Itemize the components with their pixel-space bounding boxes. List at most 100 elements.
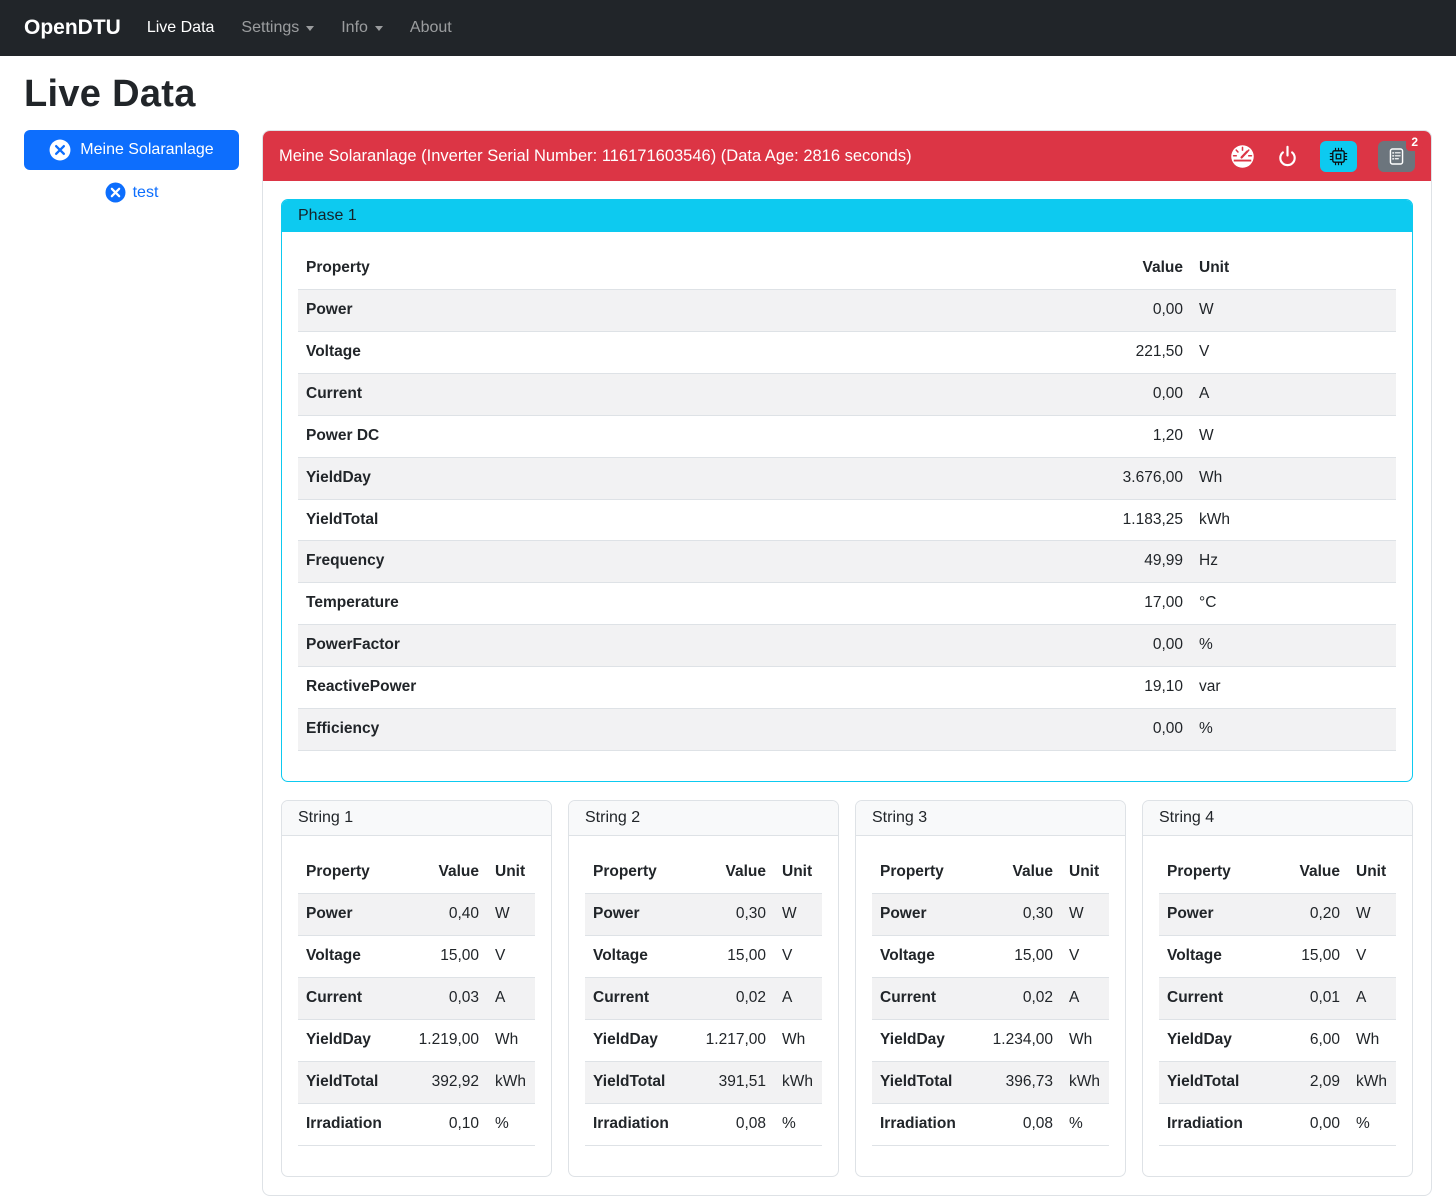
table-row: Irradiation 0,08 % [872, 1103, 1109, 1146]
cpu-info-button[interactable] [1320, 140, 1357, 172]
unit-cell: Wh [1348, 1019, 1396, 1062]
property-cell: Current [1159, 977, 1260, 1020]
event-log-button[interactable]: 2 [1378, 132, 1423, 172]
table-row: Irradiation 0,00 % [1159, 1103, 1396, 1146]
table-row: Voltage 15,00 V [872, 935, 1109, 978]
col-value: Value [973, 852, 1061, 894]
phase-table: Property Value Unit Power 0,00 [298, 248, 1396, 752]
table-row: Current 0,00 A [298, 373, 1396, 416]
table-row: Voltage 15,00 V [298, 935, 535, 978]
property-cell: Irradiation [298, 1103, 399, 1146]
value-cell: 15,00 [686, 935, 774, 978]
table-row: Voltage 15,00 V [585, 935, 822, 978]
property-cell: Irradiation [1159, 1103, 1260, 1146]
property-cell: Irradiation [872, 1103, 973, 1146]
property-cell: Frequency [298, 540, 1061, 584]
inverter-card: Meine Solaranlage (Inverter Serial Numbe… [262, 130, 1432, 1196]
table-row: PowerFactor 0,00 % [298, 624, 1396, 668]
property-cell: Power [298, 289, 1061, 332]
table-row: Power 0,20 W [1159, 893, 1396, 936]
table-row: Efficiency 0,00 % [298, 708, 1396, 752]
unit-cell: V [774, 935, 822, 978]
table-row: Power 0,40 W [298, 893, 535, 936]
value-cell: 0,00 [1061, 708, 1191, 752]
power-icon[interactable] [1276, 145, 1299, 168]
unit-cell: W [1191, 415, 1396, 458]
property-cell: Voltage [872, 935, 973, 978]
value-cell: 1.219,00 [399, 1019, 487, 1062]
value-cell: 0,08 [686, 1103, 774, 1146]
cpu-icon [1329, 147, 1348, 166]
property-cell: YieldDay [1159, 1019, 1260, 1062]
unit-cell: Wh [1191, 457, 1396, 500]
top-navbar: OpenDTU Live Data Settings Info About [0, 0, 1456, 56]
chevron-down-icon [374, 25, 383, 31]
table-row: YieldTotal 391,51 kWh [585, 1061, 822, 1104]
nav-info[interactable]: Info [341, 19, 383, 37]
col-value: Value [399, 852, 487, 894]
col-unit: Unit [1061, 852, 1109, 894]
string-table: Property Value Unit Power [1159, 852, 1396, 1146]
col-unit: Unit [487, 852, 535, 894]
table-row: Power 0,30 W [872, 893, 1109, 936]
col-unit: Unit [1348, 852, 1396, 894]
string-card-4: String 4 Property Value Unit [1142, 800, 1413, 1177]
nav-settings[interactable]: Settings [241, 19, 315, 37]
property-cell: Voltage [298, 331, 1061, 374]
chevron-down-icon [306, 25, 315, 31]
property-cell: Power [585, 893, 686, 936]
inverter-button-test[interactable]: test [101, 180, 163, 205]
col-value: Value [1260, 852, 1348, 894]
value-cell: 0,30 [686, 893, 774, 936]
property-cell: YieldTotal [1159, 1061, 1260, 1104]
unit-cell: A [1061, 977, 1109, 1020]
unit-cell: Wh [774, 1019, 822, 1062]
unit-cell: % [487, 1103, 535, 1146]
brand-opendtu[interactable]: OpenDTU [24, 16, 121, 39]
phase-card-title: Phase 1 [282, 200, 1412, 232]
value-cell: 0,08 [973, 1103, 1061, 1146]
inverter-header-title: Meine Solaranlage (Inverter Serial Numbe… [279, 146, 912, 165]
table-row: Irradiation 0,10 % [298, 1103, 535, 1146]
unit-cell: % [1191, 708, 1396, 752]
value-cell: 392,92 [399, 1061, 487, 1104]
nav-live-data[interactable]: Live Data [146, 19, 215, 36]
value-cell: 396,73 [973, 1061, 1061, 1104]
string-card-title: String 2 [569, 801, 838, 837]
unit-cell: V [487, 935, 535, 978]
unit-cell: var [1191, 666, 1396, 710]
value-cell: 0,02 [973, 977, 1061, 1020]
table-header-row: Property Value Unit [1159, 852, 1396, 894]
property-cell: YieldTotal [298, 499, 1061, 542]
nav-about[interactable]: About [409, 19, 452, 36]
inverter-button-selected[interactable]: Meine Solaranlage [24, 130, 239, 170]
property-cell: Power [1159, 893, 1260, 936]
x-circle-icon [49, 139, 71, 161]
property-cell: Voltage [298, 935, 399, 978]
table-row: Voltage 221,50 V [298, 331, 1396, 374]
unit-cell: °C [1191, 582, 1396, 626]
unit-cell: % [774, 1103, 822, 1146]
table-row: Voltage 15,00 V [1159, 935, 1396, 978]
phase-card: Phase 1 Property Value Unit [281, 199, 1413, 783]
unit-cell: A [1348, 977, 1396, 1020]
string-card-3: String 3 Property Value Unit [855, 800, 1126, 1177]
inverter-card-header: Meine Solaranlage (Inverter Serial Numbe… [263, 131, 1431, 181]
property-cell: Current [585, 977, 686, 1020]
table-row: Irradiation 0,08 % [585, 1103, 822, 1146]
unit-cell: % [1061, 1103, 1109, 1146]
unit-cell: % [1191, 624, 1396, 668]
value-cell: 1,20 [1061, 415, 1191, 458]
table-row: YieldDay 1.217,00 Wh [585, 1019, 822, 1062]
property-cell: YieldDay [872, 1019, 973, 1062]
property-cell: PowerFactor [298, 624, 1061, 668]
property-cell: Power [872, 893, 973, 936]
speedometer-icon[interactable] [1230, 144, 1255, 169]
value-cell: 0,03 [399, 977, 487, 1020]
event-count-badge: 2 [1406, 132, 1423, 151]
unit-cell: kWh [1061, 1061, 1109, 1104]
property-cell: YieldDay [585, 1019, 686, 1062]
property-cell: Power [298, 893, 399, 936]
unit-cell: V [1348, 935, 1396, 978]
property-cell: ReactivePower [298, 666, 1061, 710]
